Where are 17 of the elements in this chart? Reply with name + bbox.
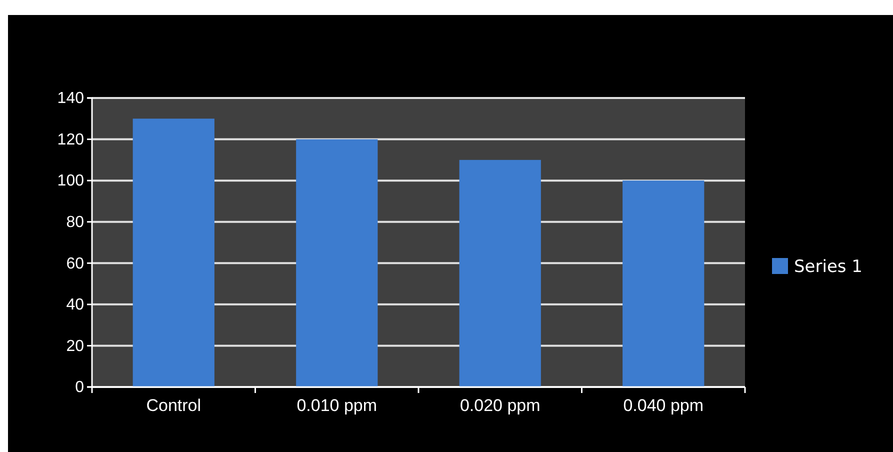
y-tick-label: 100 bbox=[57, 172, 84, 190]
bar bbox=[622, 180, 704, 387]
y-tick-label: 140 bbox=[57, 90, 84, 108]
x-tick-label: 0.040 ppm bbox=[623, 396, 704, 416]
y-tick-label: 20 bbox=[66, 338, 84, 355]
bar bbox=[459, 160, 541, 387]
x-tick-label: 0.020 ppm bbox=[460, 396, 540, 416]
y-tick-label: 80 bbox=[66, 214, 84, 231]
bar bbox=[296, 139, 378, 387]
legend-label: Series 1 bbox=[794, 257, 862, 277]
y-tick-label: 40 bbox=[66, 296, 84, 314]
x-tick-label: 0.010 ppm bbox=[296, 396, 378, 416]
y-tick-label: 120 bbox=[57, 131, 84, 148]
y-tick-label: 0 bbox=[75, 379, 84, 396]
bar bbox=[132, 118, 214, 387]
y-tick-label: 60 bbox=[66, 255, 84, 272]
x-tick-label: Control bbox=[146, 396, 202, 416]
